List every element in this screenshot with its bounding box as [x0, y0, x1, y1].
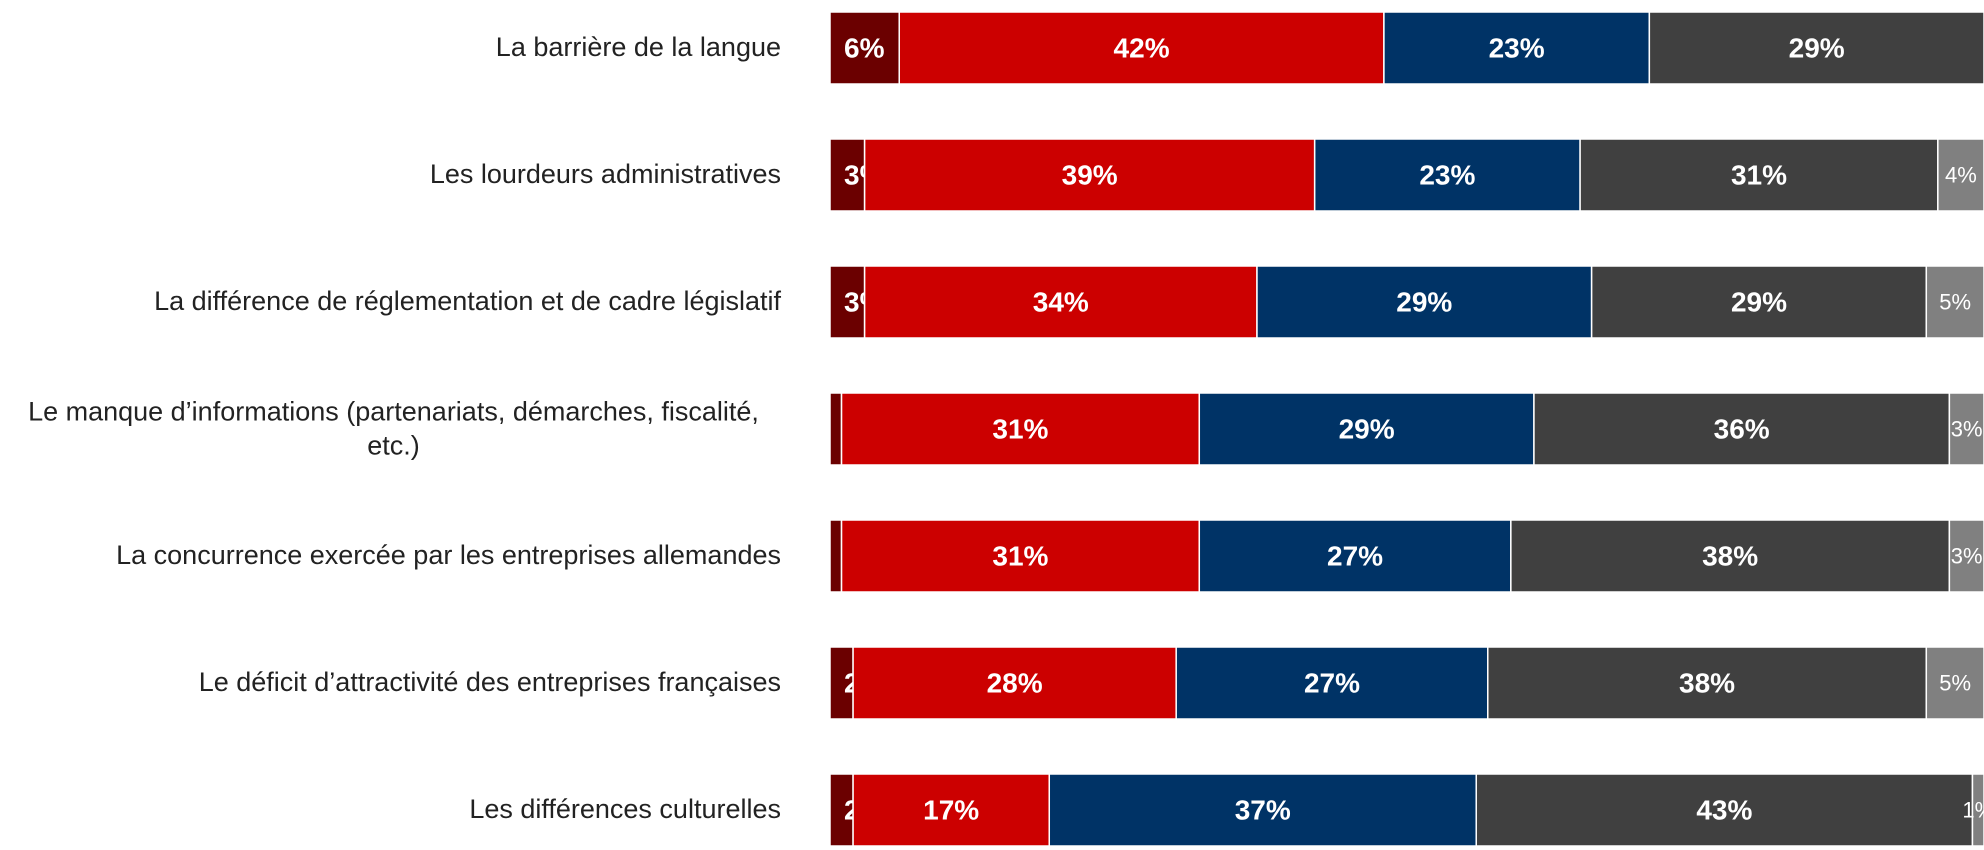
bar-segment — [1487, 646, 1928, 720]
bar-segment — [829, 392, 843, 466]
category-label-box: Les différences culturelles — [0, 793, 781, 827]
bar-segment — [1925, 265, 1984, 339]
bar-segment — [829, 138, 866, 212]
category-label-box: Le déficit d’attractivité des entreprise… — [0, 666, 781, 700]
category-label-box: La différence de réglementation et de ca… — [0, 285, 781, 319]
value-label: 31% — [992, 414, 1048, 445]
value-label: 5% — [1939, 671, 1971, 696]
bar-segment — [1948, 519, 1984, 593]
value-label: 28% — [987, 668, 1043, 699]
value-label: 43% — [1696, 795, 1752, 826]
category-label-box: La concurrence exercée par les entrepris… — [0, 539, 781, 573]
category-label: La barrière de la langue — [495, 32, 781, 63]
category-label: Les lourdeurs administratives — [429, 159, 781, 190]
bar-segment — [840, 519, 1201, 593]
value-label: 37% — [1235, 795, 1291, 826]
value-label: 31% — [992, 541, 1048, 572]
bar-segment — [1198, 519, 1512, 593]
value-label: 31% — [1731, 160, 1787, 191]
value-label: 4% — [1945, 163, 1977, 188]
value-label: 36% — [1714, 414, 1770, 445]
bar-segment — [1048, 773, 1477, 847]
value-label: 17% — [923, 795, 979, 826]
value-label: 3% — [1951, 544, 1983, 569]
bar-segment — [829, 11, 900, 85]
value-label: 5% — [1939, 290, 1971, 315]
value-label: 23% — [1419, 160, 1475, 191]
value-label: 34% — [1033, 287, 1089, 318]
value-label: 39% — [1062, 160, 1118, 191]
value-label: 23% — [1489, 33, 1545, 64]
value-label: 1% — [1962, 798, 1984, 823]
value-label: 3% — [1951, 417, 1983, 442]
bar-segment — [1533, 392, 1951, 466]
bar-segment — [1590, 265, 1928, 339]
bar-segment — [1648, 11, 1984, 85]
category-label-box: La barrière de la langue — [0, 31, 781, 65]
value-label: 6% — [844, 33, 885, 64]
value-label: 29% — [1789, 33, 1845, 64]
category-label-box: Le manque d’informations (partenariats, … — [0, 395, 781, 463]
bar-segment — [1925, 646, 1984, 720]
value-label: 38% — [1679, 668, 1735, 699]
category-label: Le manque d’informations (partenariats, … — [28, 396, 759, 460]
value-label: 38% — [1702, 541, 1758, 572]
bar-segment — [840, 392, 1201, 466]
value-label: 27% — [1327, 541, 1383, 572]
bar-segment — [852, 646, 1177, 720]
bar-segment — [1475, 773, 1974, 847]
category-label: Le déficit d’attractivité des entreprise… — [198, 667, 781, 698]
bar-segment — [1948, 392, 1984, 466]
value-label: 29% — [1396, 287, 1452, 318]
category-label-box: Les lourdeurs administratives — [0, 158, 781, 192]
bar-segment — [829, 519, 843, 593]
category-label: La concurrence exercée par les entrepris… — [116, 540, 781, 571]
bar-segment — [1510, 519, 1951, 593]
bar-segment — [1579, 138, 1939, 212]
value-label: 29% — [1339, 414, 1395, 445]
bar-segment — [1313, 138, 1581, 212]
bar-segment — [1198, 392, 1535, 466]
value-label: 27% — [1304, 668, 1360, 699]
bar-segment — [898, 11, 1385, 85]
category-label: La différence de réglementation et de ca… — [154, 286, 781, 317]
bar-segment — [863, 138, 1316, 212]
value-label: 29% — [1731, 287, 1787, 318]
value-label: 42% — [1114, 33, 1170, 64]
bar-segment — [829, 265, 866, 339]
bar-segment — [1937, 138, 1984, 212]
category-label: Les différences culturelles — [469, 794, 781, 825]
